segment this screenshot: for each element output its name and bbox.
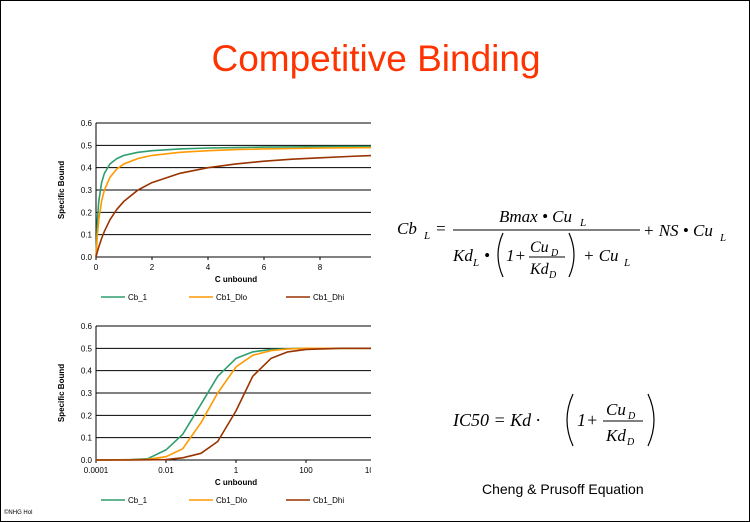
eq1-lhs: Cb (397, 219, 417, 238)
legend-label-Cb_1: Cb_1 (128, 496, 148, 505)
x-tick-label: 1 (234, 466, 239, 475)
eq1-inner-den: Kd (529, 261, 550, 278)
series-line-Cb_1 (95, 347, 371, 461)
eq1-den-plus: + Cu (583, 246, 619, 265)
eq2-left-paren (566, 393, 574, 447)
eq1-tail-sub: L (719, 232, 726, 244)
x-tick-label: 0.01 (158, 466, 174, 475)
eq1-inner-num: Cu (530, 239, 549, 256)
cheng-prusoff-equation: IC50 = Kd · 1+ Cu D Kd D (452, 393, 655, 448)
eq1-den-dot: • (484, 246, 490, 265)
eq1-tail: + NS • Cu (643, 221, 713, 240)
x-tick-label: 10000 (365, 466, 371, 475)
y-tick-label: 0.0 (81, 253, 93, 262)
x-tick-label: 2 (150, 263, 155, 272)
y-tick-label: 0.5 (81, 344, 93, 353)
series-line-Cb1_Dlo (95, 347, 371, 461)
x-tick-label: 6 (262, 263, 267, 272)
eq1-den-plus-sub: L (623, 257, 630, 269)
chart-top-linear: 0.00.10.20.30.40.50.60246810C unboundSpe… (57, 119, 371, 302)
y-tick-label: 0.6 (81, 322, 93, 331)
copyright-text: ©NHG Hol (4, 510, 33, 516)
eq1-lhs-sub: L (423, 230, 430, 242)
chart-bottom-log: 0.0 0.1 0.2 0.3 0.4 0.5 0.6 0.0001 0.01 1 100 10000… (57, 322, 371, 505)
y-tick-label: 0.2 (81, 411, 93, 420)
eq1-inner-num-sub: D (550, 248, 559, 259)
series-line-Cb1_Dhi (95, 154, 371, 258)
y-tick-label: 0.3 (81, 186, 93, 195)
x-tick-label: 0.0001 (84, 466, 109, 475)
eq1-left-paren (497, 232, 504, 278)
y-tick-label: 0.6 (81, 119, 93, 128)
eq1-numerator-sub: L (579, 217, 586, 229)
eq2-right-paren (647, 393, 655, 447)
legend-label-Cb1_Dlo: Cb1_Dlo (216, 496, 248, 505)
eq2-num: Cu (606, 400, 626, 419)
eq2-num-sub: D (627, 411, 636, 422)
y-axis-title: Specific Bound (57, 364, 66, 422)
x-tick-label: 0 (94, 263, 99, 272)
y-tick-label: 0.2 (81, 208, 93, 217)
y-tick-label: 0.4 (81, 164, 93, 173)
eq1-den-kd-sub: L (472, 257, 479, 269)
eq2-paren-one: 1+ (577, 410, 598, 430)
x-axis-title: C unbound (215, 478, 257, 487)
eq1-den-kd: Kd (452, 246, 473, 265)
series-line-Cb1_Dhi (96, 347, 371, 461)
legend-label-Cb_1: Cb_1 (128, 293, 148, 302)
eq1-paren-one: 1+ (506, 246, 526, 265)
binding-equation: Cb L = Bmax • Cu L Kd L • 1+ Cu D Kd D +… (397, 207, 726, 281)
series-line-Cb1_Dlo (95, 146, 371, 258)
eq2-den: Kd (605, 426, 626, 445)
eq1-inner-den-sub: D (548, 270, 557, 281)
x-axis-title: C unbound (215, 275, 257, 284)
eq1-numerator: Bmax • Cu (499, 207, 572, 226)
y-tick-label: 0.1 (81, 434, 93, 443)
legend-label-Cb1_Dhi: Cb1_Dhi (313, 293, 344, 302)
y-axis-title: Specific Bound (57, 161, 66, 219)
series-line-Cb_1 (95, 145, 371, 258)
eq2-lhs: IC50 = Kd · (452, 410, 540, 430)
slide-title: Competitive Binding (211, 38, 541, 79)
y-tick-label: 0.1 (81, 231, 93, 240)
y-tick-label: 0.0 (81, 456, 93, 465)
eq1-right-paren (568, 232, 575, 278)
legend-label-Cb1_Dhi: Cb1_Dhi (313, 496, 344, 505)
x-tick-label: 8 (318, 263, 323, 272)
x-tick-label: 100 (299, 466, 313, 475)
eq2-den-sub: D (626, 437, 635, 448)
eq1-equals: = (435, 219, 446, 238)
y-tick-label: 0.3 (81, 389, 93, 398)
y-tick-label: 0.5 (81, 141, 93, 150)
x-tick-label: 4 (206, 263, 211, 272)
y-tick-label: 0.4 (81, 367, 93, 376)
equation-caption: Cheng & Prusoff Equation (482, 481, 644, 497)
legend-label-Cb1_Dlo: Cb1_Dlo (216, 293, 248, 302)
